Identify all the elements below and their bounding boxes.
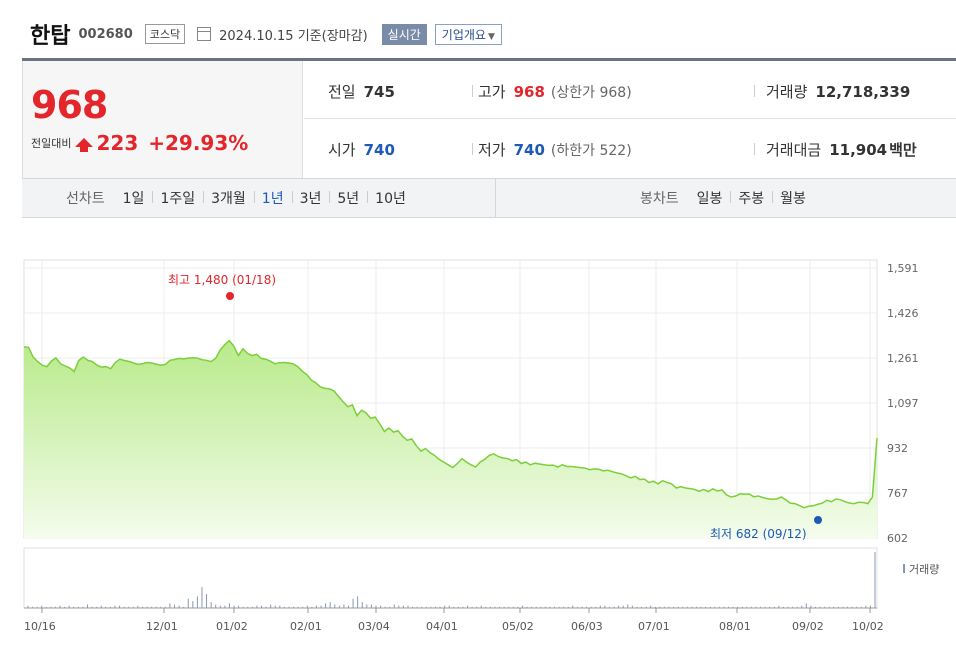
line-chart-tabs: 선차트 1일 1주일 3개월 1년 3년 5년 10년 xyxy=(66,179,414,217)
volume: 거래량 12,718,339 xyxy=(766,81,910,102)
prev-close: 전일 745 xyxy=(328,81,395,102)
x-tick-label: 06/03 xyxy=(571,620,603,633)
quote-stats: 전일 745 고가 968 (상한가 968) 거래량 12,718,339 시… xyxy=(304,61,956,178)
trade-amount-label: 거래대금 xyxy=(766,141,822,159)
x-tick-label: 08/01 xyxy=(719,620,751,633)
price-chart-svg: 1,591 1,426 1,261 1,097 932 767 602 10/16 12/01 0… xyxy=(23,259,939,633)
x-tick-label: 01/02 xyxy=(216,620,248,633)
line-period-tab-0[interactable]: 1일 xyxy=(122,191,145,207)
price-area-fill xyxy=(24,340,877,538)
x-tick-label: 05/02 xyxy=(502,620,534,633)
up-arrow-icon xyxy=(75,137,94,152)
candle-chart-tabs: 봉차트 일봉 주봉 월봉 xyxy=(640,179,814,217)
volume-label: 거래량 xyxy=(766,83,808,101)
current-price: 968 xyxy=(31,83,108,127)
open-value: 740 xyxy=(363,140,395,159)
price-box: 968 전일대비 223 +29.93% xyxy=(22,61,303,178)
change-percent: +29.93% xyxy=(148,131,249,155)
min-marker xyxy=(814,516,822,524)
line-period-tab-5[interactable]: 5년 xyxy=(329,188,367,208)
divider xyxy=(754,85,755,97)
stats-row-2: 시가 740 저가 740 (하한가 522) 거래대금 11,904 백만 xyxy=(304,119,956,177)
upper-limit: (상한가 968) xyxy=(550,84,632,101)
x-tick-label: 02/01 xyxy=(290,620,322,633)
x-tick-label: 09/02 xyxy=(792,620,824,633)
x-tick-label: 10/02 xyxy=(852,620,884,633)
trade-amount-unit: 백만 xyxy=(889,141,917,159)
x-tick-label: 07/01 xyxy=(638,620,670,633)
y-tick-label: 1,261 xyxy=(887,352,919,365)
open: 시가 740 xyxy=(328,139,395,160)
y-tick-label: 1,591 xyxy=(887,262,919,275)
x-tick-label: 10/16 xyxy=(24,620,56,633)
line-period-tab-6[interactable]: 10년 xyxy=(367,188,414,208)
volume-value: 12,718,339 xyxy=(815,82,911,101)
candle-period-tab-1[interactable]: 주봉 xyxy=(730,188,772,208)
line-period-tab-4[interactable]: 3년 xyxy=(291,188,330,208)
price-chart: 1,591 1,426 1,261 1,097 932 767 602 10/16 12/01 0… xyxy=(0,230,956,642)
high-label: 고가 xyxy=(478,83,506,101)
min-annotation: 최저 682 (09/12) xyxy=(710,527,807,541)
caret-down-icon: ▼ xyxy=(487,31,495,42)
low: 저가 740 (하한가 522) xyxy=(478,139,632,160)
y-tick-label: 767 xyxy=(887,487,908,500)
stock-name: 한탑 xyxy=(30,24,71,49)
trade-amount-value: 11,904 xyxy=(829,140,888,159)
y-tick-label: 602 xyxy=(887,532,908,545)
stock-code: 002680 xyxy=(78,26,133,42)
prev-close-label: 전일 xyxy=(328,83,356,101)
high: 고가 968 (상한가 968) xyxy=(478,81,632,102)
change-row: 전일대비 223 +29.93% xyxy=(31,131,248,155)
line-period-tab-3[interactable]: 1년 xyxy=(253,188,292,208)
low-label: 저가 xyxy=(478,141,506,159)
low-value: 740 xyxy=(513,140,545,159)
high-value: 968 xyxy=(513,82,545,101)
divider xyxy=(754,143,755,155)
stock-header: 한탑 002680 코스닥 2024.10.15 기준(장마감) 실시간 기업개… xyxy=(30,16,502,52)
company-info-label: 기업개요 xyxy=(441,27,486,42)
y-tick-label: 932 xyxy=(887,442,908,455)
candle-period-tab-2[interactable]: 월봉 xyxy=(772,188,814,208)
candle-period-tab-0[interactable]: 일봉 xyxy=(696,191,723,207)
volume-plot-frame xyxy=(23,547,878,609)
tab-divider xyxy=(495,179,496,217)
line-period-tab-2[interactable]: 3개월 xyxy=(203,188,254,208)
y-tick-label: 1,426 xyxy=(887,307,919,320)
x-tick-label: 04/01 xyxy=(426,620,458,633)
divider xyxy=(472,143,473,155)
x-tick-label: 03/04 xyxy=(358,620,390,633)
volume-label: 거래량 xyxy=(909,563,939,576)
line-chart-title: 선차트 xyxy=(66,191,105,207)
change-label: 전일대비 xyxy=(31,137,72,150)
prev-close-value: 745 xyxy=(363,82,395,101)
quote-panel: 968 전일대비 223 +29.93% 전일 745 고가 968 (상한가 … xyxy=(22,58,956,178)
price-line xyxy=(23,339,878,509)
stats-row-1: 전일 745 고가 968 (상한가 968) 거래량 12,718,339 xyxy=(304,61,956,119)
change-value: 223 xyxy=(96,131,139,155)
chart-period-tabs: 선차트 1일 1주일 3개월 1년 3년 5년 10년 봉차트 일봉 주봉 월봉 xyxy=(22,178,956,218)
calendar-icon xyxy=(197,27,212,41)
lower-limit: (하한가 522) xyxy=(550,142,632,159)
open-label: 시가 xyxy=(328,141,356,159)
divider xyxy=(472,85,473,97)
y-tick-label: 1,097 xyxy=(887,397,919,410)
max-marker xyxy=(226,292,234,300)
realtime-button[interactable]: 실시간 xyxy=(381,23,427,45)
line-period-tab-1[interactable]: 1주일 xyxy=(152,188,203,208)
volume-legend-swatch xyxy=(903,564,905,573)
max-annotation: 최고 1,480 (01/18) xyxy=(168,273,276,287)
trade-amount: 거래대금 11,904 백만 xyxy=(766,139,917,160)
company-info-dropdown[interactable]: 기업개요 ▼ xyxy=(434,23,502,45)
x-tick-label: 12/01 xyxy=(146,620,178,633)
market-badge: 코스닥 xyxy=(144,24,186,44)
candle-chart-title: 봉차트 xyxy=(640,191,679,207)
base-date: 2024.10.15 기준(장마감) xyxy=(219,28,368,44)
